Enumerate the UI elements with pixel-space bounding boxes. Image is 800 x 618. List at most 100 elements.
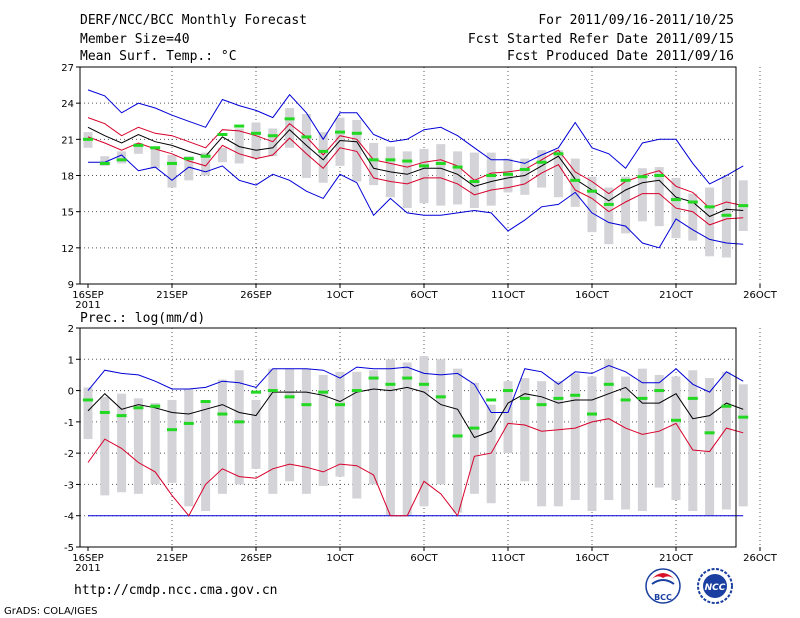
median-marker bbox=[385, 382, 396, 386]
x-tick-label: 21OCT bbox=[659, 553, 694, 564]
box-bar bbox=[369, 142, 379, 186]
median-marker bbox=[351, 131, 362, 135]
box-bar bbox=[520, 378, 530, 482]
median-marker bbox=[116, 414, 127, 418]
median-marker bbox=[99, 161, 110, 165]
median-marker bbox=[553, 152, 564, 156]
spread-lower-line bbox=[87, 418, 744, 517]
median-marker bbox=[267, 134, 278, 138]
median-marker bbox=[637, 175, 648, 179]
box-bar bbox=[301, 368, 311, 494]
spread-upper-line bbox=[87, 117, 744, 209]
box-bar bbox=[688, 193, 698, 241]
box-bar bbox=[167, 155, 177, 188]
median-marker bbox=[704, 205, 715, 209]
envelope-min-line bbox=[88, 154, 744, 249]
ncc-logo-text: NCC bbox=[705, 583, 726, 593]
x-tick-label: 16SEP bbox=[72, 290, 103, 301]
fcst-started-date: Fcst Started Refer Date 2011/09/15 bbox=[468, 32, 734, 47]
median-marker bbox=[637, 396, 648, 400]
box-bar bbox=[251, 399, 261, 469]
median-marker bbox=[419, 382, 429, 386]
box-bar bbox=[621, 176, 631, 234]
x-tick-label: 26OCT bbox=[743, 553, 778, 564]
box-bar bbox=[217, 379, 227, 494]
median-marker bbox=[536, 160, 547, 164]
median-marker bbox=[167, 161, 177, 165]
median-marker bbox=[267, 389, 278, 393]
box-bar bbox=[705, 187, 715, 257]
box-bar bbox=[201, 152, 211, 176]
y-tick-label: 1 bbox=[68, 355, 74, 366]
box-bar bbox=[117, 151, 127, 164]
y-tick-label: 0 bbox=[68, 387, 74, 398]
median-marker bbox=[83, 137, 93, 141]
median-marker bbox=[452, 434, 463, 438]
bcc-logo-text: BCC bbox=[654, 593, 672, 602]
box-bar bbox=[604, 187, 614, 245]
median-marker bbox=[671, 198, 681, 202]
box-bar bbox=[637, 368, 647, 512]
median-marker bbox=[486, 174, 497, 177]
median-marker bbox=[251, 390, 261, 394]
box-bar bbox=[83, 387, 93, 440]
y-tick-label: 12 bbox=[61, 244, 74, 255]
x-tick-label: 26SEP bbox=[240, 553, 271, 564]
x-tick-label: 16SEP bbox=[72, 553, 103, 564]
plot-frame bbox=[79, 327, 737, 548]
median-marker bbox=[284, 395, 295, 399]
median-marker bbox=[503, 389, 513, 393]
box-bar bbox=[436, 359, 446, 485]
median-marker bbox=[133, 143, 144, 147]
box-bar bbox=[184, 156, 194, 181]
median-marker bbox=[721, 404, 732, 408]
box-bar bbox=[402, 362, 412, 516]
box-bar bbox=[184, 389, 194, 507]
precipitation-panel: -5 -4 -3 -2 -1 0 1 2 16SEP 21SEP 26SEP 1OCT 6OCT 11OC… bbox=[64, 324, 778, 574]
box-bar bbox=[352, 371, 362, 499]
median-marker bbox=[519, 167, 530, 171]
box-bar bbox=[268, 128, 278, 157]
y-tick-label: -5 bbox=[64, 543, 74, 554]
median-marker bbox=[234, 124, 245, 128]
box-bar bbox=[217, 147, 227, 163]
footer-url[interactable]: http://cmdp.ncc.cma.gov.cn bbox=[74, 583, 278, 598]
envelope-max-line bbox=[87, 364, 744, 413]
box-bar bbox=[335, 371, 345, 477]
median-marker bbox=[318, 149, 329, 153]
temperature-panel: 9 12 15 18 21 24 27 16SEP 21SEP 26SEP 1OCT 6OCT 11OC… bbox=[61, 63, 777, 311]
median-marker bbox=[150, 404, 161, 408]
box-bar bbox=[402, 151, 412, 209]
y-tick-label: 15 bbox=[61, 208, 74, 219]
x-tick-label: 16OCT bbox=[575, 553, 610, 564]
median-marker bbox=[435, 161, 446, 165]
box-bar bbox=[285, 107, 295, 148]
x-tick-label: 6OCT bbox=[410, 553, 438, 564]
median-marker bbox=[335, 403, 345, 407]
median-marker bbox=[217, 412, 228, 416]
box-bar bbox=[520, 158, 530, 195]
median-marker bbox=[217, 133, 228, 137]
x-tick-label: 21OCT bbox=[659, 290, 694, 301]
median-marker bbox=[351, 389, 362, 393]
box-bar bbox=[150, 403, 160, 485]
median-marker bbox=[419, 164, 429, 168]
box-bar bbox=[453, 151, 463, 205]
box-bar bbox=[604, 359, 614, 501]
x-tick-label: 6OCT bbox=[410, 290, 438, 301]
median-marker bbox=[452, 165, 463, 169]
box-bar bbox=[133, 398, 143, 494]
y-tick-label: 24 bbox=[61, 99, 74, 110]
median-marker bbox=[83, 398, 93, 402]
box-bar bbox=[251, 122, 261, 159]
median-marker bbox=[167, 428, 177, 432]
x-tick-label: 11OCT bbox=[491, 290, 526, 301]
box-bar bbox=[587, 376, 597, 512]
grads-credit: GrADS: COLA/IGES bbox=[4, 606, 98, 617]
median-marker bbox=[721, 213, 732, 217]
median-marker bbox=[183, 157, 194, 161]
y-tick-label: 9 bbox=[68, 280, 74, 291]
box-bar bbox=[352, 120, 362, 182]
box-bar bbox=[721, 371, 731, 510]
envelope-max-line bbox=[87, 89, 744, 185]
